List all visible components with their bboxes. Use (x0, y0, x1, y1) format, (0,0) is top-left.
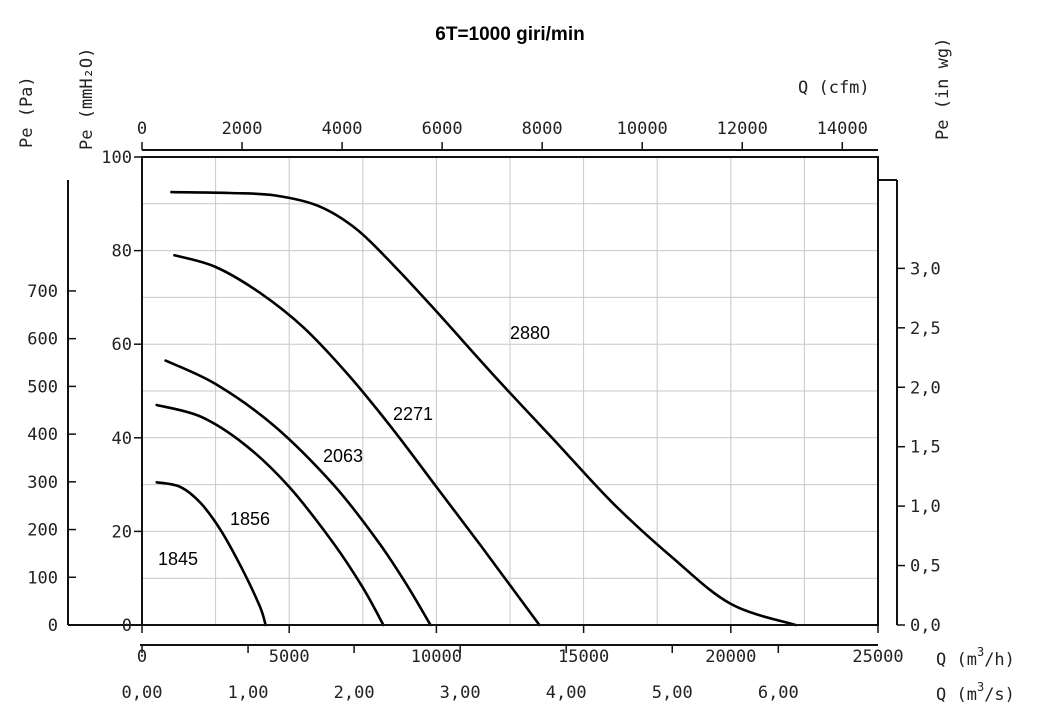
y-right-label: Pe (in wg) (933, 38, 953, 140)
x-top-label: Q (cfm) (798, 78, 870, 98)
y-pa-tick-label: 300 (27, 473, 58, 493)
curve-2271 (173, 254, 541, 627)
x-bottom-main-label-exp: 3 (977, 645, 984, 659)
x-bottom-main-label: Q (m3/h) (936, 645, 1015, 670)
x-bottom-secondary-label-exp: 3 (977, 680, 984, 694)
y-left-mmh2o-label: Pe (mmH₂O) (77, 48, 97, 150)
gridlines (142, 157, 878, 625)
y-mmh2o-tick-label: 20 (112, 522, 132, 542)
y-mmh2o-tick-label: 100 (101, 148, 132, 168)
y-inwg-tick-label: 1,5 (910, 438, 941, 458)
y-pa-tick-label: 200 (27, 521, 58, 541)
x-secondary-tick-label: 0,00 (122, 683, 163, 703)
x-bottom-secondary-label-base: Q (m (936, 685, 977, 705)
x-top-tick-label: 0 (137, 119, 147, 139)
x-bottom-main-label-base: Q (m (936, 650, 977, 670)
x-top-tick-label: 8000 (522, 119, 563, 139)
x-main-tick-label: 25000 (852, 647, 903, 667)
x-main-tick-label: 5000 (269, 647, 310, 667)
y-mmh2o-tick-label: 40 (112, 429, 132, 449)
y-inwg-tick-label: 3,0 (910, 259, 941, 279)
x-secondary-tick-label: 3,00 (440, 683, 481, 703)
x-top-tick-label: 10000 (617, 119, 668, 139)
y-inwg-tick-label: 0,5 (910, 557, 941, 577)
curve-label-2063: 2063 (323, 446, 363, 466)
curve-label-1856: 1856 (230, 509, 270, 529)
x-top-tick-label: 4000 (322, 119, 363, 139)
y-pa-tick-label: 500 (27, 377, 58, 397)
x-main-tick-label: 10000 (411, 647, 462, 667)
x-main-tick-label: 0 (137, 647, 147, 667)
x-bottom-secondary-label-tail: /s) (984, 685, 1015, 705)
y-inwg-tick-label: 2,0 (910, 378, 941, 398)
x-top-tick-label: 6000 (422, 119, 463, 139)
y-left-pa-label: Pe (Pa) (17, 76, 37, 148)
y-pa-tick-label: 100 (27, 568, 58, 588)
chart-title: 6T=1000 giri/min (435, 24, 584, 45)
x-main-tick-label: 15000 (558, 647, 609, 667)
x-secondary-tick-label: 2,00 (334, 683, 375, 703)
y-inwg-tick-label: 0,0 (910, 616, 941, 636)
curve-label-2271: 2271 (393, 404, 433, 424)
curve-label-2880: 2880 (510, 323, 550, 343)
y-inwg-tick-label: 1,0 (910, 497, 941, 517)
x-secondary-tick-label: 5,00 (652, 683, 693, 703)
x-top-tick-label: 2000 (222, 119, 263, 139)
plot-frame (141, 156, 879, 626)
x-bottom-secondary-label: Q (m3/s) (936, 680, 1015, 705)
curve-1856 (155, 403, 385, 627)
y-pa-tick-label: 600 (27, 330, 58, 350)
x-top-tick-label: 14000 (817, 119, 868, 139)
y-pa-tick-label: 400 (27, 425, 58, 445)
y-mmh2o-tick-label: 0 (122, 616, 132, 636)
y-right-axis-title: Pe (in wg) (933, 38, 953, 140)
curve-label-1845: 1845 (158, 549, 198, 569)
axes-frame (67, 149, 898, 646)
curve-1845 (155, 481, 267, 627)
y-left-mmh2o-axis-title: Pe (mmH₂O) (77, 48, 97, 150)
x-secondary-tick-label: 1,00 (228, 683, 269, 703)
curve-2880 (170, 190, 797, 627)
y-mmh2o-tick-label: 80 (112, 242, 132, 262)
y-pa-tick-label: 700 (27, 282, 58, 302)
x-bottom-main-label-tail: /h) (984, 650, 1015, 670)
y-left-pa-axis-title: Pe (Pa) (17, 76, 37, 148)
y-mmh2o-tick-label: 60 (112, 335, 132, 355)
curves (155, 190, 797, 627)
y-inwg-tick-label: 2,5 (910, 319, 941, 339)
x-secondary-tick-label: 6,00 (758, 683, 799, 703)
x-main-tick-label: 20000 (705, 647, 756, 667)
curve-2063 (164, 359, 432, 627)
y-pa-tick-label: 0 (48, 616, 58, 636)
x-secondary-tick-label: 4,00 (546, 683, 587, 703)
x-top-tick-label: 12000 (717, 119, 768, 139)
axis-ticks (68, 142, 905, 653)
